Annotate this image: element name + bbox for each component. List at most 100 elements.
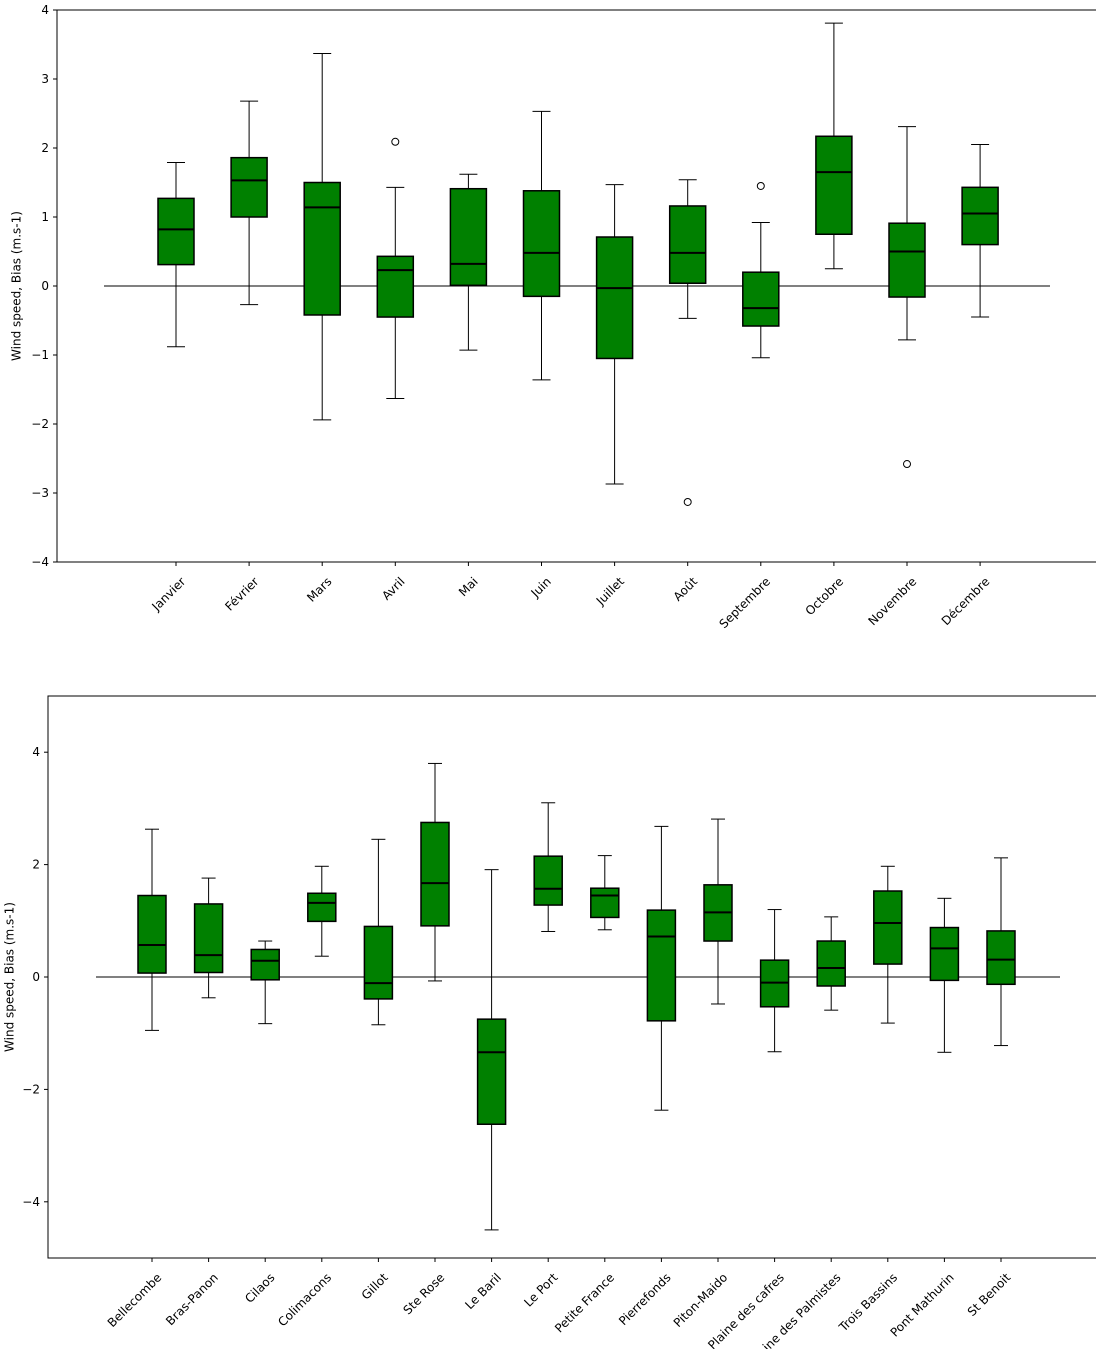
x-tick-label: Juillet xyxy=(593,574,627,608)
x-tick-label: Mars xyxy=(304,574,334,604)
iqr-box xyxy=(449,187,488,287)
y-tick-label: 0 xyxy=(41,279,49,293)
iqr-box xyxy=(888,222,926,298)
box-plaine-des-cafres xyxy=(759,909,790,1053)
iqr-box xyxy=(476,1018,507,1125)
x-tick-label: Bellecombe xyxy=(105,1270,165,1330)
box-juillet xyxy=(595,184,634,485)
box-cilaos xyxy=(250,940,280,1025)
box-gillot xyxy=(363,838,394,1026)
iqr-box xyxy=(250,948,280,981)
box-ste-rose xyxy=(420,762,450,982)
box-pont-mathurin xyxy=(929,897,960,1053)
y-axis-label: Wind speed, Bias (m.s-1) xyxy=(10,211,24,361)
y-tick-label: 2 xyxy=(32,858,40,872)
iqr-box xyxy=(522,190,561,298)
iqr-box xyxy=(929,926,960,982)
box-septembre xyxy=(742,181,780,359)
x-tick-label: Trois Bassins xyxy=(836,1270,901,1335)
box-octobre xyxy=(815,22,853,270)
x-tick-label: Gillot xyxy=(359,1270,391,1302)
outlier-point xyxy=(756,181,765,190)
x-tick-label: Août xyxy=(671,574,701,604)
x-tick-label: Colimacons xyxy=(275,1270,334,1329)
iqr-box xyxy=(533,855,563,906)
box-décembre xyxy=(961,144,999,318)
outlier-point xyxy=(683,497,692,506)
box-plaine-des-palmistes xyxy=(816,916,846,1011)
iqr-box xyxy=(303,181,341,316)
y-tick-label: 3 xyxy=(41,72,49,86)
box-le-port xyxy=(533,802,563,932)
x-tick-label: Février xyxy=(222,574,261,613)
box-janvier xyxy=(157,161,195,348)
y-tick-label: 1 xyxy=(41,210,49,224)
iqr-box xyxy=(646,909,677,1022)
y-tick-label: −2 xyxy=(31,417,49,431)
x-tick-label: Cilaos xyxy=(242,1270,277,1305)
box-bras-panon xyxy=(193,877,224,999)
x-tick-label: Janvier xyxy=(149,574,189,614)
iqr-box xyxy=(230,156,268,218)
x-tick-label: Juin xyxy=(528,574,554,600)
y-axis-label: Wind speed, Bias (m.s-1) xyxy=(3,902,17,1052)
y-tick-label: 4 xyxy=(41,3,49,17)
box-pierrefonds xyxy=(646,825,677,1111)
box-petite-france xyxy=(590,855,620,931)
box-février xyxy=(230,100,268,306)
y-tick-label: −4 xyxy=(31,555,49,569)
iqr-box xyxy=(376,255,415,318)
x-tick-label: Piton-Maido xyxy=(671,1270,731,1330)
box-mars xyxy=(303,52,341,421)
iqr-box xyxy=(961,186,999,246)
x-tick-label: Plaine des Palmistes xyxy=(747,1270,843,1349)
x-tick-label: Petite France xyxy=(552,1270,617,1335)
box-mai xyxy=(449,173,488,351)
iqr-box xyxy=(742,271,780,327)
x-tick-label: Décembre xyxy=(939,574,993,628)
x-tick-label: Avril xyxy=(379,574,407,602)
y-tick-label: 0 xyxy=(32,970,40,984)
iqr-box xyxy=(363,925,394,1000)
monthly-bias-chart: −4 −3 −2 −1 0 1 2 3 4 Wind speed, Bias (m.s-1) Jan… xyxy=(10,3,1096,631)
x-tick-label: Bras-Panon xyxy=(163,1270,221,1328)
x-tick-label: Ste Rose xyxy=(400,1270,447,1317)
x-tick-label: Le Port xyxy=(521,1270,560,1309)
iqr-box xyxy=(873,890,903,965)
box-novembre xyxy=(888,126,926,469)
iqr-box xyxy=(307,892,337,923)
x-tick-label: Septembre xyxy=(717,574,774,631)
box-colimacons xyxy=(307,865,337,957)
iqr-box xyxy=(137,894,167,974)
box-le-baril xyxy=(476,869,507,1231)
box-juin xyxy=(522,110,561,381)
x-tick-label: Le Baril xyxy=(462,1270,504,1312)
box-trois-bassins xyxy=(873,865,903,1024)
box-avril xyxy=(376,137,415,399)
x-tick-label: Novembre xyxy=(865,574,919,628)
iqr-box xyxy=(986,930,1016,986)
iqr-box xyxy=(420,821,450,927)
iqr-box xyxy=(157,197,195,266)
box-st-benoit xyxy=(986,857,1016,1047)
y-tick-label: −4 xyxy=(22,1195,40,1209)
iqr-box xyxy=(816,940,846,987)
y-tick-label: −1 xyxy=(31,348,49,362)
iqr-box xyxy=(590,887,620,919)
station-bias-chart: −4 −2 0 2 4 Wind speed, Bias (m.s-1) Bellecomb… xyxy=(3,695,1096,1349)
outlier-point xyxy=(903,460,911,469)
x-tick-label: Mai xyxy=(456,574,481,599)
y-tick-label: −3 xyxy=(31,486,49,500)
box-bellecombe xyxy=(137,828,167,1031)
y-tick-label: 2 xyxy=(41,141,49,155)
iqr-box xyxy=(668,205,707,284)
outlier-point xyxy=(391,137,400,146)
iqr-box xyxy=(815,135,853,236)
y-tick-label: 4 xyxy=(32,745,40,759)
x-tick-label: Octobre xyxy=(803,574,847,618)
x-tick-label: St Benoit xyxy=(965,1270,1014,1319)
x-tick-label: Pierrefonds xyxy=(616,1270,674,1328)
box-piton-maido xyxy=(703,818,733,1005)
iqr-box xyxy=(193,903,224,974)
